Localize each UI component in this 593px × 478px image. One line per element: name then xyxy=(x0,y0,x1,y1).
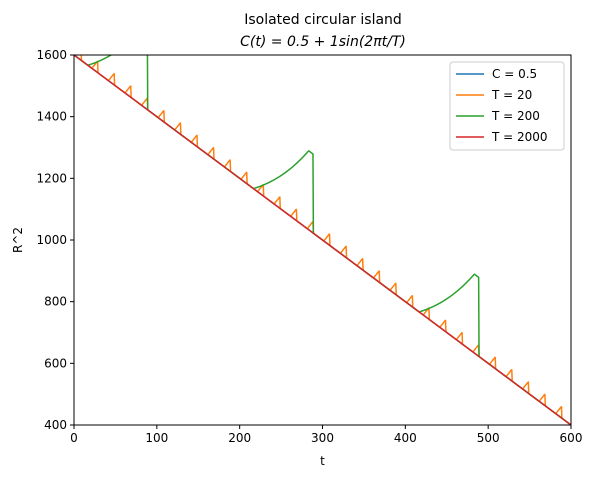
legend: C = 0.5 T = 20 T = 200 T = 2000 xyxy=(449,61,565,151)
x-tick-label: 100 xyxy=(145,431,168,445)
chart-title: Isolated circular island xyxy=(244,12,402,28)
chart-subtitle: C(t) = 0.5 + 1sin(2πt/T) xyxy=(240,34,406,50)
plot-area xyxy=(74,55,571,425)
y-tick-label: 600 xyxy=(44,356,67,370)
x-tick-label: 600 xyxy=(560,431,583,445)
x-axis-label: t xyxy=(320,454,325,468)
legend-label: C = 0.5 xyxy=(492,67,537,81)
y-tick-label: 1200 xyxy=(36,171,67,185)
y-tick-label: 1600 xyxy=(36,48,67,62)
legend-label: T = 2000 xyxy=(491,130,548,144)
x-tick-label: 0 xyxy=(70,431,78,445)
legend-label: T = 20 xyxy=(491,88,532,102)
x-axis: 0 100 200 300 400 500 600 xyxy=(70,425,582,445)
series-line-3 xyxy=(74,55,571,425)
y-tick-label: 800 xyxy=(44,295,67,309)
x-tick-label: 500 xyxy=(477,431,500,445)
y-tick-label: 1000 xyxy=(36,233,67,247)
legend-box xyxy=(449,61,565,151)
x-tick-label: 300 xyxy=(311,431,334,445)
x-tick-label: 200 xyxy=(228,431,251,445)
y-axis: 400 600 800 1000 1200 1400 1600 xyxy=(36,48,74,432)
y-tick-label: 1400 xyxy=(36,110,67,124)
x-tick-label: 400 xyxy=(394,431,417,445)
y-axis-label: R^2 xyxy=(11,227,25,253)
y-tick-label: 400 xyxy=(44,418,67,432)
legend-label: T = 200 xyxy=(491,109,540,123)
